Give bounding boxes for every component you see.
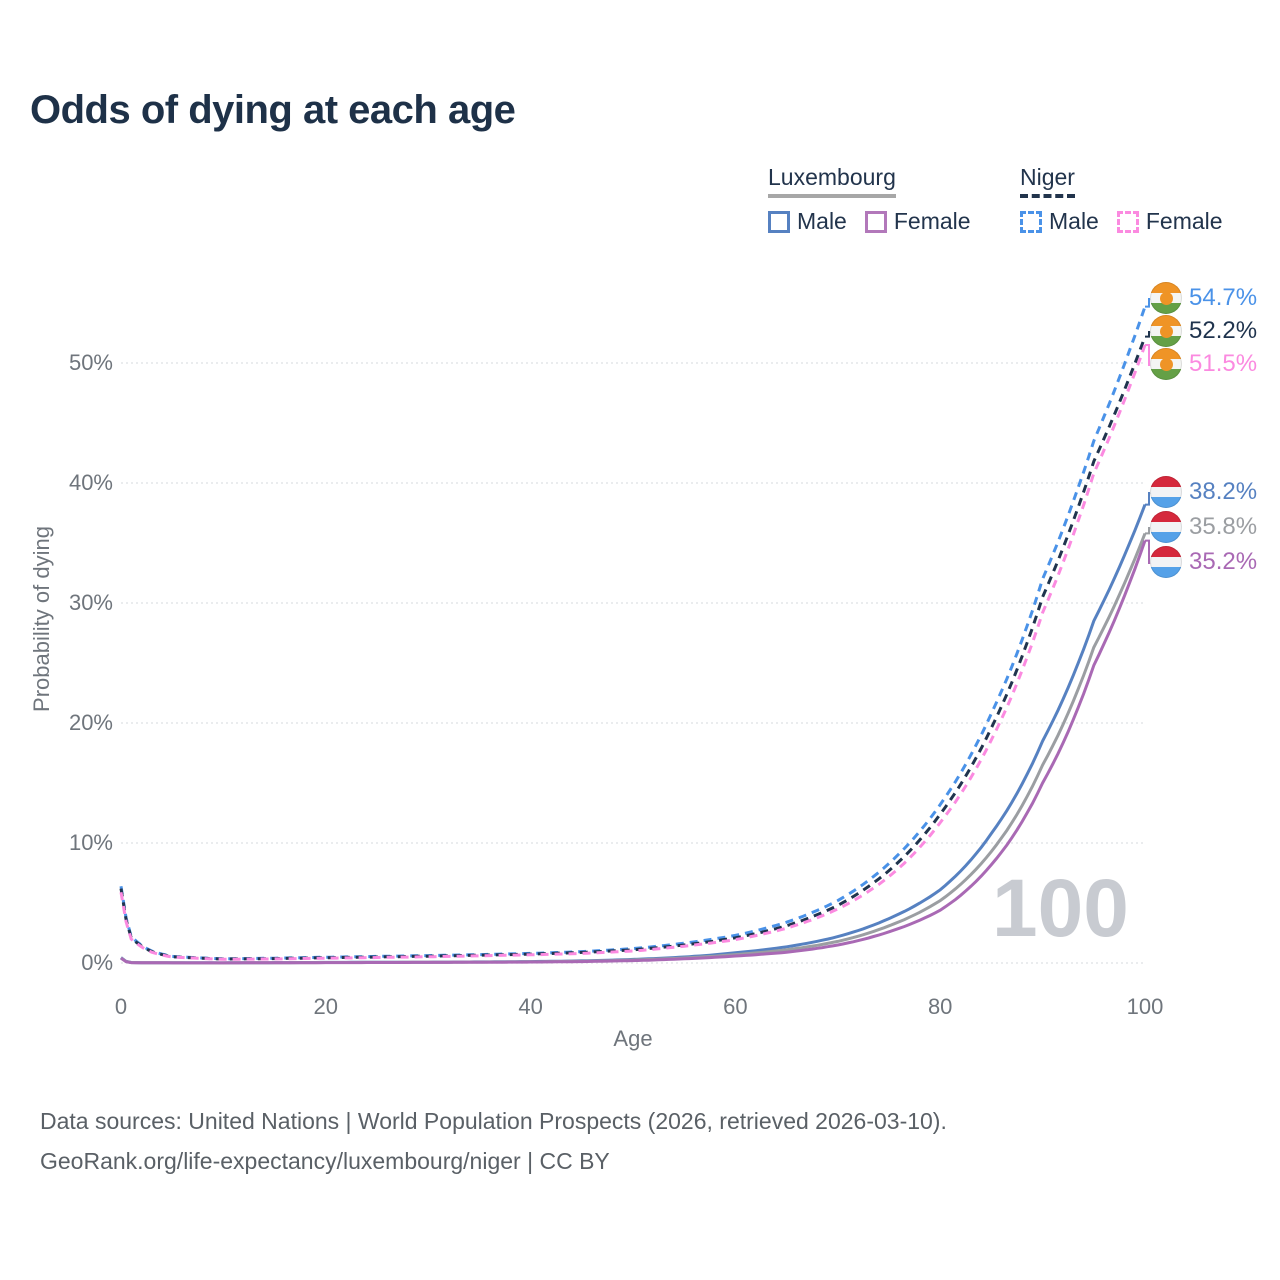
- x-tick-20: 20: [313, 994, 339, 1019]
- legend-niger-title[interactable]: Niger: [1020, 164, 1075, 198]
- end-value-lux-both: 35.8%: [1189, 513, 1258, 540]
- end-value-lux-male: 38.2%: [1189, 478, 1258, 505]
- luxembourg-female-swatch-icon: [864, 210, 887, 233]
- footer-attribution-link[interactable]: GeoRank.org/life-expectancy/luxembourg/n…: [40, 1148, 610, 1174]
- end-label-lux-both: 35.8%: [1150, 511, 1257, 543]
- legend-niger-male-label: Male: [1049, 208, 1099, 234]
- x-axis-title: Age: [613, 1026, 653, 1051]
- end-label-lux-female: 35.2%: [1150, 546, 1257, 578]
- niger-flag-icon: [1150, 315, 1182, 347]
- legend-niger-female[interactable]: Female: [1116, 208, 1223, 235]
- x-tick-40: 40: [518, 994, 543, 1019]
- x-tick-80: 80: [927, 994, 953, 1019]
- series-line-lux-male: [120, 504, 1147, 965]
- series-line-lux-female: [120, 540, 1147, 965]
- x-tick-0: 0: [114, 994, 128, 1019]
- legend-luxembourg: Luxembourg Male Female: [768, 164, 971, 235]
- y-tick-10%: 10%: [68, 830, 113, 855]
- lux-flag-icon: [1150, 511, 1182, 543]
- legend-luxembourg-male-label: Male: [797, 208, 847, 234]
- end-value-lux-female: 35.2%: [1189, 548, 1258, 575]
- footer-data-sources: Data sources: United Nations | World Pop…: [40, 1108, 947, 1134]
- y-tick-20%: 20%: [68, 710, 113, 735]
- end-label-lux-male: 38.2%: [1150, 476, 1257, 508]
- legend-niger-female-label: Female: [1145, 208, 1223, 234]
- niger-female-swatch-icon: [1116, 210, 1139, 233]
- series-line-niger-male: [119, 306, 1147, 961]
- legend-luxembourg-male[interactable]: Male: [768, 208, 847, 235]
- y-tick-30%: 30%: [68, 590, 113, 615]
- end-label-niger-both: 52.2%: [1150, 315, 1257, 347]
- end-value-niger-male: 54.7%: [1189, 284, 1258, 311]
- series-line-lux-both: [120, 532, 1147, 965]
- legend-luxembourg-title[interactable]: Luxembourg: [768, 164, 896, 198]
- watermark-100: 100: [992, 863, 1129, 954]
- legend-niger-male[interactable]: Male: [1020, 208, 1099, 235]
- chart-title: Odds of dying at each age: [30, 88, 516, 132]
- lux-flag-icon: [1150, 546, 1182, 578]
- niger-flag-icon: [1150, 282, 1182, 314]
- x-tick-60: 60: [723, 994, 748, 1019]
- lux-flag-icon: [1150, 476, 1182, 508]
- legend-luxembourg-female[interactable]: Female: [864, 208, 971, 235]
- y-tick-0%: 0%: [81, 950, 113, 975]
- series-line-niger-female: [119, 344, 1147, 961]
- y-tick-40%: 40%: [68, 470, 113, 495]
- end-value-niger-female: 51.5%: [1189, 350, 1258, 377]
- luxembourg-male-swatch-icon: [768, 210, 790, 233]
- legend-niger: Niger Male Female: [1020, 164, 1223, 235]
- legend-luxembourg-female-label: Female: [893, 208, 971, 234]
- x-tick-100: 100: [1126, 994, 1164, 1019]
- end-label-niger-female: 51.5%: [1150, 348, 1257, 380]
- niger-flag-icon: [1150, 348, 1182, 380]
- end-label-niger-male: 54.7%: [1150, 282, 1257, 314]
- y-tick-50%: 50%: [68, 350, 113, 375]
- niger-male-swatch-icon: [1020, 210, 1042, 233]
- end-value-niger-both: 52.2%: [1189, 317, 1258, 344]
